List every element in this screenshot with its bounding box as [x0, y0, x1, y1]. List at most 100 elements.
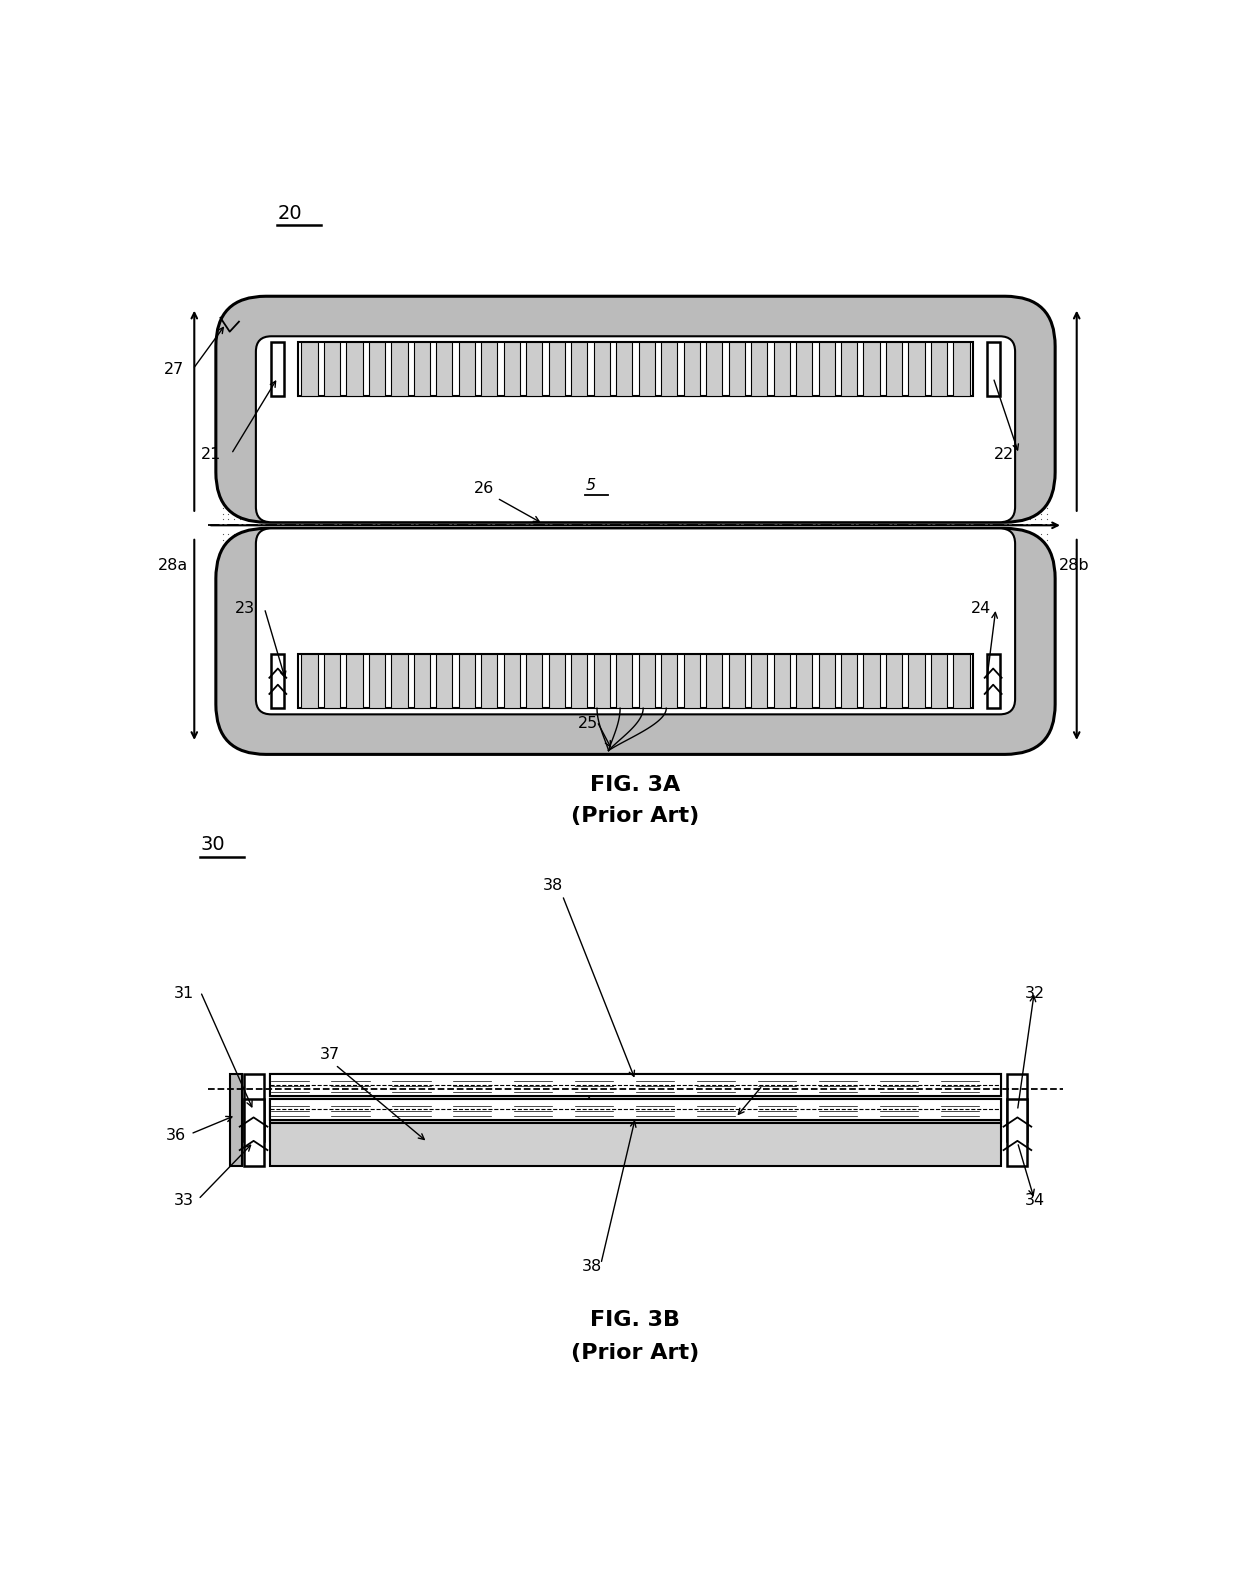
Point: [1019, 484, 1039, 509]
Point: [472, 292, 492, 318]
Point: [605, 733, 625, 758]
Point: [727, 715, 746, 741]
Point: [224, 402, 244, 428]
Point: [618, 728, 637, 753]
Point: [866, 314, 885, 340]
Text: 31: 31: [174, 986, 193, 1001]
Point: [565, 710, 585, 736]
Point: [848, 292, 868, 318]
Point: [1008, 460, 1028, 485]
Point: [227, 1130, 247, 1156]
Point: [692, 721, 712, 747]
Point: [1019, 490, 1039, 516]
Point: [583, 310, 603, 335]
Point: [940, 715, 960, 741]
Point: [224, 683, 244, 709]
Point: [1025, 402, 1045, 428]
Point: [334, 715, 353, 741]
Point: [236, 608, 255, 634]
Point: [668, 303, 688, 329]
Text: 37: 37: [320, 1047, 340, 1063]
Point: [229, 630, 249, 656]
Point: [1025, 613, 1045, 638]
Point: [223, 1122, 243, 1148]
Point: [785, 704, 805, 729]
Point: [588, 739, 608, 764]
Point: [570, 715, 590, 741]
Point: [1019, 533, 1039, 559]
Point: [1032, 630, 1052, 656]
Point: [1037, 444, 1056, 469]
Point: [825, 733, 844, 758]
Point: [444, 739, 464, 764]
Point: [1019, 362, 1039, 388]
Point: [1037, 437, 1056, 463]
Point: [866, 704, 885, 729]
Point: [600, 721, 620, 747]
Point: [542, 721, 562, 747]
Point: [218, 409, 238, 434]
Point: [449, 297, 469, 322]
Point: [1037, 562, 1056, 587]
Point: [611, 728, 631, 753]
Point: [853, 728, 873, 753]
Point: [750, 292, 770, 318]
Point: [501, 704, 521, 729]
Point: [605, 297, 625, 322]
Point: [455, 715, 475, 741]
Point: [698, 721, 718, 747]
Point: [888, 314, 908, 340]
Point: [796, 303, 816, 329]
Point: [229, 672, 249, 697]
Point: [229, 345, 249, 370]
Point: [501, 733, 521, 758]
Point: [381, 286, 401, 311]
Point: [1037, 619, 1056, 645]
Bar: [481, 654, 497, 709]
Point: [299, 314, 319, 340]
Bar: [453, 1074, 492, 1095]
Point: [386, 733, 405, 758]
Point: [796, 704, 816, 729]
Point: [455, 297, 475, 322]
Point: [1025, 551, 1045, 576]
Point: [686, 715, 706, 741]
Point: [236, 544, 255, 570]
Point: [1032, 460, 1052, 485]
Point: [363, 739, 383, 764]
Point: [1025, 420, 1045, 445]
Point: [281, 297, 301, 322]
Point: [224, 426, 244, 452]
Point: [213, 373, 233, 399]
Point: [657, 721, 677, 747]
Point: [768, 286, 787, 311]
Point: [1008, 397, 1028, 423]
Point: [1014, 637, 1034, 662]
Point: [242, 345, 262, 370]
Point: [392, 297, 412, 322]
Point: [600, 314, 620, 340]
Point: [542, 303, 562, 329]
Point: [1025, 455, 1045, 480]
Point: [496, 310, 516, 335]
Point: [531, 733, 551, 758]
Point: [900, 721, 920, 747]
Point: [686, 733, 706, 758]
Point: [496, 728, 516, 753]
Point: [299, 303, 319, 329]
Point: [1014, 484, 1034, 509]
Point: [957, 286, 977, 311]
Point: [381, 704, 401, 729]
Point: [346, 303, 366, 329]
Point: [715, 721, 735, 747]
Point: [346, 297, 366, 322]
Point: [709, 321, 729, 346]
Point: [1014, 345, 1034, 370]
Point: [773, 321, 792, 346]
Point: [703, 733, 723, 758]
Point: [796, 286, 816, 311]
Bar: [572, 343, 588, 396]
Point: [236, 568, 255, 594]
Point: [224, 579, 244, 605]
Point: [224, 484, 244, 509]
